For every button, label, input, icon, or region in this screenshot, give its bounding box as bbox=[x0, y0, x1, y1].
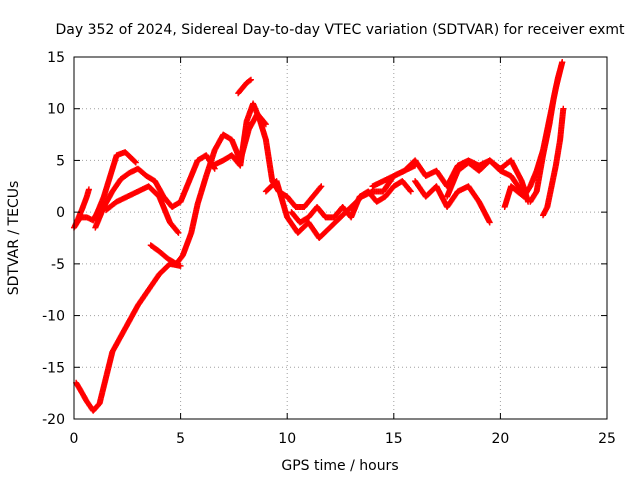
data-point-interp bbox=[407, 187, 414, 194]
data-point bbox=[175, 229, 182, 236]
y-tick-label: -5 bbox=[51, 257, 65, 273]
x-tick-label: 5 bbox=[176, 431, 185, 447]
data-point bbox=[486, 219, 493, 226]
labels-layer: 0 5 10 15 20 25 15 10 5 0 -5 -10 -15 -20 bbox=[42, 50, 616, 447]
data-point-interp bbox=[246, 77, 253, 84]
x-axis-label: GPS time / hours bbox=[281, 458, 398, 474]
x-tick-label: 10 bbox=[278, 431, 296, 447]
data-point bbox=[177, 262, 184, 269]
x-tick-label: 20 bbox=[491, 431, 509, 447]
y-tick-label: -15 bbox=[42, 360, 65, 376]
data-point bbox=[85, 186, 92, 193]
y-axis-label: SDTVAR / TECUs bbox=[6, 181, 22, 296]
x-tick-label: 0 bbox=[70, 431, 79, 447]
points-layer bbox=[71, 59, 567, 414]
data-point bbox=[132, 159, 139, 166]
plot-frame bbox=[73, 56, 608, 420]
data-point bbox=[247, 76, 254, 83]
series-trace-g bbox=[209, 100, 325, 210]
series-trace-o bbox=[527, 59, 566, 205]
data-point-interp bbox=[174, 228, 181, 235]
data-point bbox=[407, 188, 414, 195]
ticks-layer bbox=[73, 56, 608, 420]
x-tick-label: 25 bbox=[598, 431, 616, 447]
y-tick-label: -20 bbox=[42, 412, 65, 428]
y-tick-label: -10 bbox=[42, 309, 65, 325]
series-trace-c bbox=[73, 260, 184, 414]
series-trace-h bbox=[235, 76, 254, 97]
y-tick-label: 15 bbox=[47, 50, 65, 66]
series-trace-l bbox=[412, 178, 493, 226]
y-tick-label: 5 bbox=[56, 153, 65, 169]
chart-title: Day 352 of 2024, Sidereal Day-to-day VTE… bbox=[56, 22, 626, 38]
y-tick-label: 10 bbox=[47, 102, 65, 118]
grid-layer bbox=[74, 57, 607, 419]
series-trace-p bbox=[540, 105, 567, 219]
data-point-interp bbox=[317, 184, 324, 191]
data-point bbox=[318, 183, 325, 190]
series-trace-j bbox=[288, 178, 414, 226]
series-trace-b bbox=[72, 186, 92, 229]
x-tick-label: 15 bbox=[385, 431, 403, 447]
data-point bbox=[560, 105, 567, 112]
series-trace-m bbox=[444, 157, 532, 205]
data-point-interp bbox=[131, 158, 138, 165]
data-point bbox=[559, 59, 566, 66]
y-tick-label: 0 bbox=[56, 205, 65, 221]
series-trace-f bbox=[102, 183, 182, 236]
